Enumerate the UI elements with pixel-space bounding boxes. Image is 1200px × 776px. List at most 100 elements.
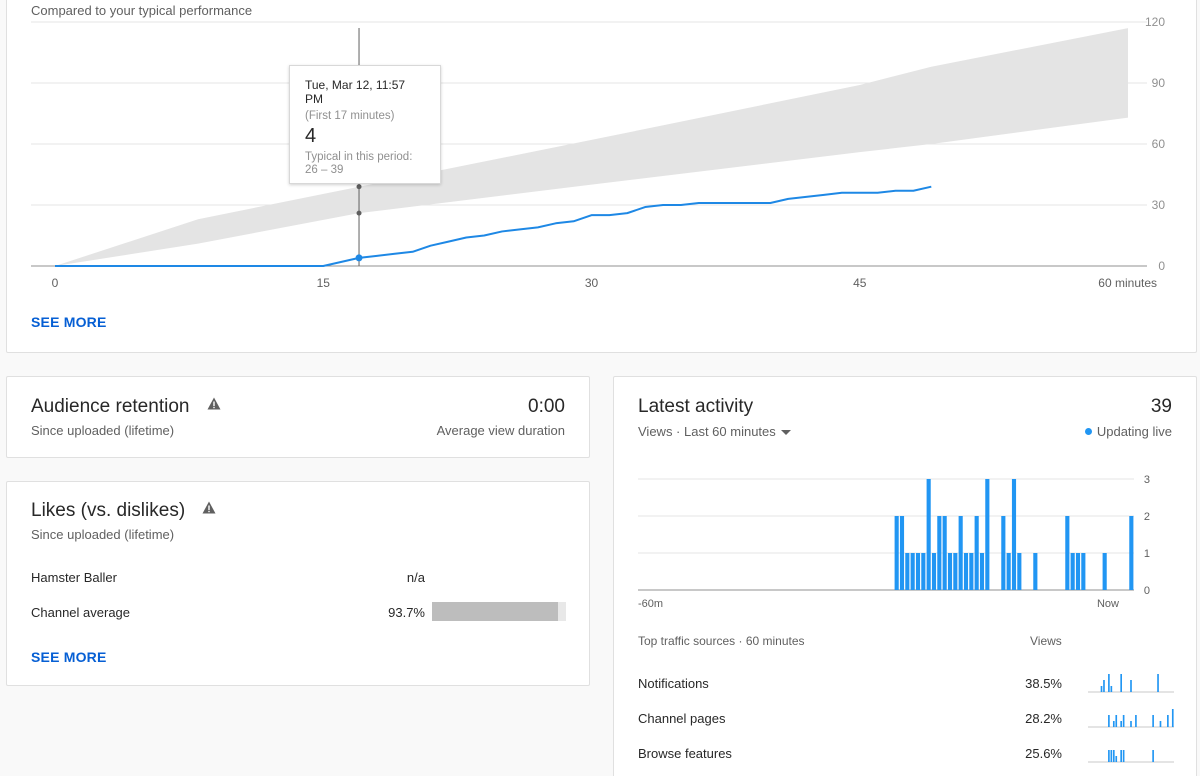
sparkline-bar xyxy=(1110,686,1113,692)
sparkline-bar xyxy=(1108,715,1110,727)
sparkline-bar xyxy=(1110,750,1113,762)
activity-bar xyxy=(1001,516,1006,590)
retention-title-text: Audience retention xyxy=(31,396,190,417)
typical-range-band xyxy=(55,28,1128,266)
traffic-source-row[interactable]: Browse features 25.6% xyxy=(614,746,1198,776)
sparkline-bar xyxy=(1130,721,1132,727)
traffic-source-percent: 25.6% xyxy=(1025,746,1062,761)
activity-bar xyxy=(905,553,910,590)
sparkline-bar xyxy=(1171,709,1174,727)
channel-average-bar xyxy=(432,602,566,621)
y-tick-label: 30 xyxy=(1152,198,1166,212)
traffic-source-sparkline xyxy=(1088,709,1174,728)
tooltip-typical-range: 26 – 39 xyxy=(305,164,344,176)
activity-bar xyxy=(953,553,958,590)
views-hover-point xyxy=(355,254,363,262)
typical-low-marker xyxy=(356,210,362,216)
activity-bar xyxy=(974,516,979,590)
y-tick-label: 120 xyxy=(1145,15,1165,29)
activity-bar xyxy=(1011,479,1017,590)
sparkline-bar xyxy=(1115,715,1118,727)
sparkline-bar xyxy=(1115,756,1118,762)
y-tick-label: 90 xyxy=(1152,76,1166,90)
tooltip-typical-label: Typical in this period: xyxy=(305,151,413,163)
activity-metric-dropdown-label: Views · Last 60 minutes xyxy=(638,424,776,439)
performance-subtitle: Compared to your typical performance xyxy=(31,3,253,18)
activity-metric-dropdown[interactable]: Views · Last 60 minutes xyxy=(638,424,791,439)
live-dot-icon xyxy=(1084,428,1092,436)
sparkline-bar xyxy=(1112,721,1115,727)
y-tick-label: 3 xyxy=(1144,474,1150,486)
average-view-duration-value: 0:00 xyxy=(528,396,565,417)
activity-bar xyxy=(926,479,931,590)
activity-bar xyxy=(915,553,921,590)
traffic-source-sparkline xyxy=(1088,674,1174,693)
activity-bar xyxy=(969,553,974,590)
chart-tooltip: Tue, Mar 12, 11:57 PM (First 17 minutes)… xyxy=(289,65,441,184)
tooltip-value: 4 xyxy=(305,125,317,147)
traffic-source-row[interactable]: Notifications 38.5% xyxy=(614,674,1198,706)
activity-bar xyxy=(1065,516,1070,590)
channel-average-label: Channel average xyxy=(31,605,131,620)
y-tick-label: 0 xyxy=(1144,585,1150,597)
channel-average-value: 93.7% xyxy=(388,605,425,620)
activity-bar xyxy=(947,553,953,590)
activity-bar xyxy=(958,516,963,590)
performance-see-more-button[interactable]: SEE MORE xyxy=(31,314,107,330)
activity-bar xyxy=(921,553,926,590)
sparkline-bar xyxy=(1122,715,1125,727)
y-tick-label: 2 xyxy=(1144,511,1150,523)
warning-icon[interactable] xyxy=(202,498,216,520)
traffic-source-percent: 38.5% xyxy=(1025,676,1062,691)
audience-retention-card: Audience retention Since uploaded (lifet… xyxy=(6,376,590,458)
likes-title: Likes (vs. dislikes) xyxy=(31,500,216,522)
activity-bar xyxy=(1129,516,1134,590)
sparkline-bar xyxy=(1135,715,1137,727)
sparkline-bar xyxy=(1152,750,1154,762)
activity-bar xyxy=(937,516,942,590)
views-series-line xyxy=(55,185,932,267)
activity-bar xyxy=(931,553,937,590)
x-label-now: Now xyxy=(1097,598,1119,610)
likes-see-more-button[interactable]: SEE MORE xyxy=(31,649,107,665)
video-likes-value: n/a xyxy=(406,570,425,585)
sparkline-bar xyxy=(1103,680,1105,692)
activity-bar xyxy=(1081,553,1086,590)
typical-high-marker xyxy=(356,184,362,190)
sparkline-bar xyxy=(1167,715,1169,727)
warning-icon[interactable] xyxy=(207,394,221,416)
traffic-source-label: Browse features xyxy=(638,746,732,761)
y-tick-label: 0 xyxy=(1158,259,1165,273)
activity-bar xyxy=(1075,553,1081,590)
likes-title-text: Likes (vs. dislikes) xyxy=(31,500,186,521)
video-likes-label: Hamster Baller xyxy=(31,570,117,585)
latest-activity-title: Latest activity xyxy=(638,396,754,417)
sparkline-bar xyxy=(1159,721,1162,727)
sparkline-bar xyxy=(1112,750,1115,762)
latest-activity-card: Latest activity 39 Views · Last 60 minut… xyxy=(613,376,1197,776)
sparkline-bar xyxy=(1130,680,1132,692)
channel-average-bar-fill xyxy=(432,602,558,621)
sparkline-bar xyxy=(1152,715,1154,727)
tooltip-period: (First 17 minutes) xyxy=(305,110,395,122)
retention-title: Audience retention xyxy=(31,396,221,418)
activity-bar xyxy=(985,479,990,590)
traffic-source-row[interactable]: Channel pages 28.2% xyxy=(614,709,1198,741)
y-tick-label: 60 xyxy=(1152,137,1166,151)
likes-card: Likes (vs. dislikes) Since uploaded (lif… xyxy=(6,481,590,686)
x-tick-label: 15 xyxy=(317,276,331,290)
average-view-duration-label: Average view duration xyxy=(436,423,565,438)
x-tick-label: 60 minutes xyxy=(1098,276,1157,290)
traffic-sources-header: Top traffic sources · 60 minutes xyxy=(638,634,805,648)
updating-live-label: Updating live xyxy=(1096,424,1172,439)
latest-activity-total: 39 xyxy=(1150,396,1172,417)
activity-bar-chart[interactable]: 0 1 2 3 -60m Now xyxy=(614,377,1198,617)
sparkline-bar xyxy=(1108,750,1110,762)
sparkline-bar xyxy=(1100,686,1103,692)
traffic-source-label: Channel pages xyxy=(638,711,726,726)
activity-bar xyxy=(963,553,969,590)
activity-bar xyxy=(1070,553,1075,590)
traffic-sources-views-header: Views xyxy=(1030,634,1062,648)
activity-bar xyxy=(942,516,947,590)
realtime-views-chart[interactable]: 0 30 60 90 120 0 15 30 45 60 minutes xyxy=(7,0,1198,298)
